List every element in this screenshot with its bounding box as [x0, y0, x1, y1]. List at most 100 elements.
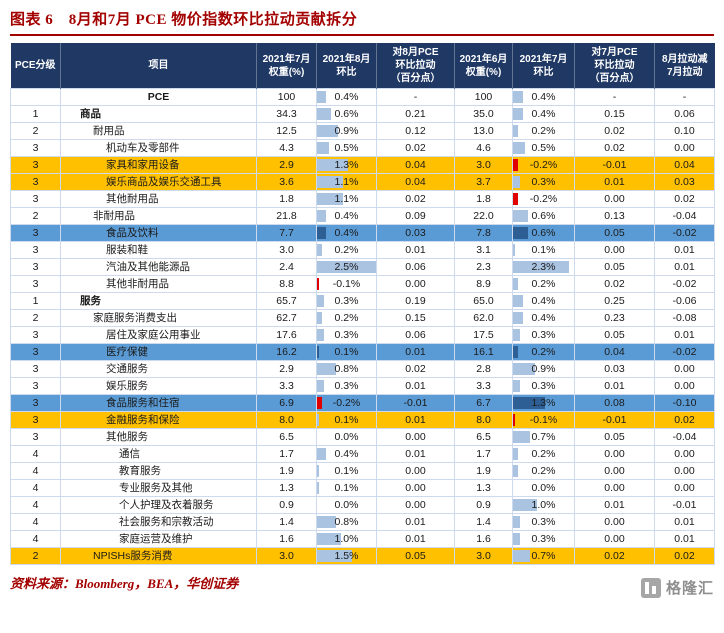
cell-pce-level: 3: [10, 377, 61, 395]
exhibit-title: 图表 6 8月和7月 PCE 物价指数环比拉动贡献拆分: [10, 12, 358, 28]
cell-weight-jun: 8.9: [454, 275, 513, 293]
cell-value: 0.1%: [334, 465, 359, 477]
data-bar: [513, 397, 545, 409]
cell-value: 0.3%: [334, 295, 359, 307]
cell-mom-jul: 0.2%: [512, 343, 575, 361]
data-bar: [317, 142, 329, 154]
cell-diff: 0.01: [654, 513, 715, 531]
cell-value: 0.6%: [531, 227, 556, 239]
cell-value: 0.4%: [531, 108, 556, 120]
cell-item: 其他耐用品: [60, 190, 257, 208]
cell-pce-level: 3: [10, 173, 61, 191]
cell-weight-jun: 1.4: [454, 513, 513, 531]
cell-weight-jun: 16.1: [454, 343, 513, 361]
cell-diff: 0.02: [654, 411, 715, 429]
cell-pce-level: 3: [10, 326, 61, 344]
data-bar: [317, 414, 320, 426]
cell-weight-jun: 1.7: [454, 445, 513, 463]
data-bar: [317, 244, 322, 256]
gelonghui-logo-text: 格隆汇: [665, 580, 714, 597]
cell-diff: 0.00: [654, 139, 715, 157]
cell-value: 0.7%: [531, 431, 556, 443]
cell-contrib-aug: 0.01: [376, 445, 455, 463]
cell-pce-level: 1: [10, 292, 61, 310]
data-bar: [513, 499, 538, 511]
cell-value: 0.0%: [531, 482, 556, 494]
cell-item: 机动车及零部件: [60, 139, 257, 157]
cell-mom-aug: 0.4%: [316, 88, 377, 106]
data-bar: [513, 125, 518, 137]
cell-weight-jul: 6.9: [256, 394, 317, 412]
cell-contrib-jul: 0.05: [574, 258, 655, 276]
cell-weight-jun: 1.9: [454, 462, 513, 480]
cell-weight-jun: 65.0: [454, 292, 513, 310]
cell-weight-jul: 0.9: [256, 496, 317, 514]
cell-contrib-aug: 0.04: [376, 156, 455, 174]
cell-diff: 0.10: [654, 122, 715, 140]
cell-mom-aug: 0.8%: [316, 360, 377, 378]
cell-weight-jun: 1.6: [454, 530, 513, 548]
cell-contrib-jul: 0.08: [574, 394, 655, 412]
cell-diff: -0.06: [654, 292, 715, 310]
cell-weight-jun: 7.8: [454, 224, 513, 242]
cell-value: 0.8%: [334, 516, 359, 528]
cell-value: 1.5%: [334, 550, 359, 562]
cell-weight-jul: 65.7: [256, 292, 317, 310]
cell-item: 通信: [60, 445, 257, 463]
logo-bar-tall: [644, 581, 649, 594]
cell-weight-jun: 4.6: [454, 139, 513, 157]
cell-mom-aug: 0.4%: [316, 207, 377, 225]
cell-diff: -: [654, 88, 715, 106]
cell-mom-aug: 0.0%: [316, 428, 377, 446]
cell-weight-jun: 2.3: [454, 258, 513, 276]
data-bar: [513, 91, 523, 103]
cell-weight-jul: 1.8: [256, 190, 317, 208]
cell-mom-jul: 0.6%: [512, 207, 575, 225]
data-bar: [317, 125, 339, 137]
cell-contrib-aug: 0.00: [376, 462, 455, 480]
cell-contrib-jul: 0.02: [574, 547, 655, 565]
cell-contrib-aug: 0.03: [376, 224, 455, 242]
cell-weight-jul: 100: [256, 88, 317, 106]
negative-data-bar: [317, 278, 320, 290]
cell-mom-jul: 0.3%: [512, 513, 575, 531]
cell-weight-jun: 6.5: [454, 428, 513, 446]
data-bar: [317, 295, 325, 307]
cell-pce-level: 3: [10, 224, 61, 242]
cell-diff: 0.00: [654, 360, 715, 378]
col-header-weight-jun: 2021年6月 权重(%): [454, 43, 513, 89]
cell-value: 1.0%: [334, 533, 359, 545]
cell-item: 汽油及其他能源品: [60, 258, 257, 276]
cell-weight-jul: 62.7: [256, 309, 317, 327]
cell-diff: 0.04: [654, 156, 715, 174]
cell-mom-jul: 0.1%: [512, 241, 575, 259]
cell-contrib-aug: 0.01: [376, 343, 455, 361]
cell-mom-aug: -0.2%: [316, 394, 377, 412]
cell-contrib-jul: 0.01: [574, 496, 655, 514]
cell-contrib-jul: 0.00: [574, 190, 655, 208]
cell-value: 0.8%: [334, 363, 359, 375]
cell-weight-jun: 3.3: [454, 377, 513, 395]
cell-value: 0.3%: [334, 329, 359, 341]
cell-diff: 0.02: [654, 547, 715, 565]
cell-mom-jul: 0.4%: [512, 88, 575, 106]
data-bar: [317, 329, 325, 341]
col-header-mom-aug: 2021年8月 环比: [316, 43, 377, 89]
data-bar: [513, 312, 523, 324]
cell-value: 0.5%: [334, 142, 359, 154]
cell-mom-jul: 0.2%: [512, 462, 575, 480]
cell-pce-level: 4: [10, 462, 61, 480]
cell-mom-jul: 0.9%: [512, 360, 575, 378]
data-bar: [317, 363, 336, 375]
table-body: PCE 100 0.4% -100 0.4% - -1 商品 34.3 0.6% 0.21 35.0 0…: [10, 88, 715, 565]
cell-mom-aug: 1.1%: [316, 173, 377, 191]
cell-mom-jul: 0.4%: [512, 105, 575, 123]
cell-weight-jun: 1.3: [454, 479, 513, 497]
cell-weight-jul: 17.6: [256, 326, 317, 344]
cell-item: 家庭服务消费支出: [60, 309, 257, 327]
table-row: 3 交通服务 2.9 0.8% 0.02 2.8 0.9% 0.03 0.00: [10, 360, 715, 378]
table-row: 4 专业服务及其他 1.3 0.1% 0.00 1.3 0.0% 0.00 0.00: [10, 479, 715, 497]
cell-item: 个人护理及衣着服务: [60, 496, 257, 514]
data-bar: [317, 312, 322, 324]
cell-mom-jul: -0.2%: [512, 156, 575, 174]
